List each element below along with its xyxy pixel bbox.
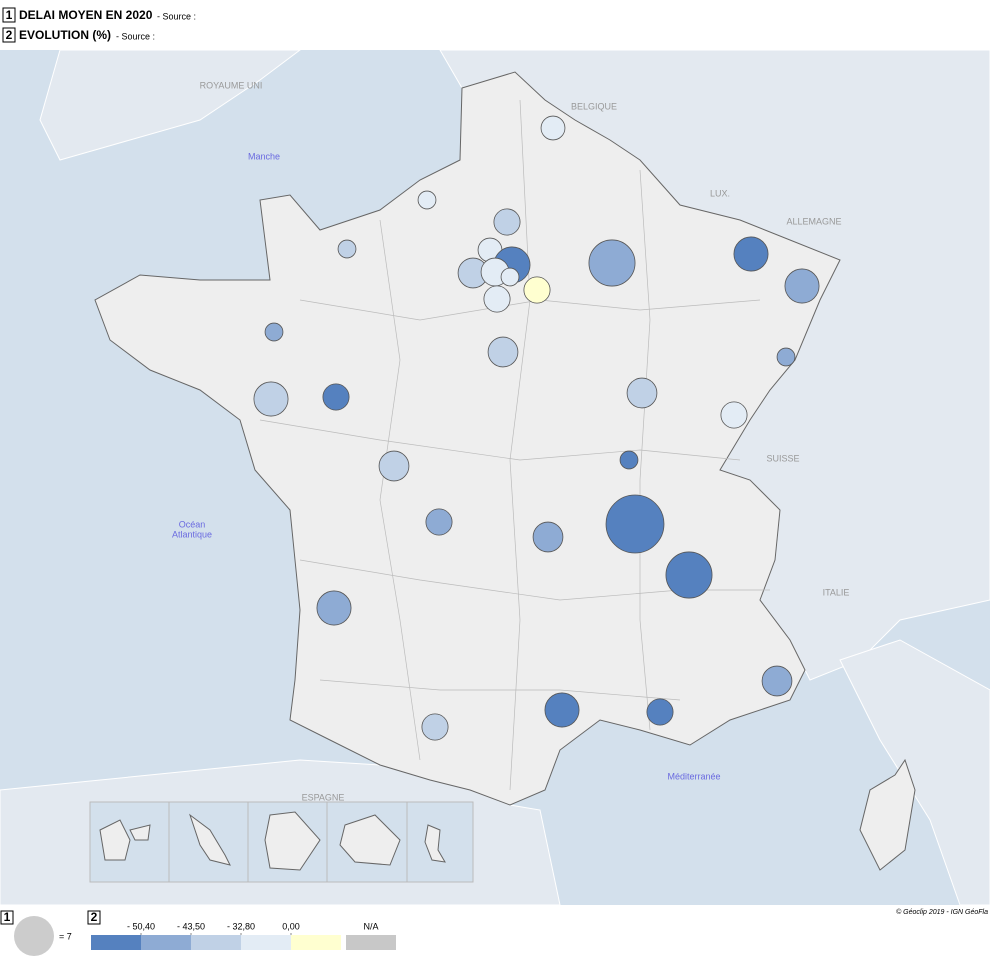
na-swatch bbox=[346, 935, 396, 950]
circle bbox=[500, 267, 520, 287]
country-label: ALLEMAGNE bbox=[786, 216, 841, 226]
number-box bbox=[2, 27, 16, 43]
number-box bbox=[87, 910, 101, 925]
header-number: 2 bbox=[6, 28, 13, 42]
na-label: N/A bbox=[363, 921, 378, 931]
legend-number: 2 bbox=[91, 910, 98, 924]
size-symbol bbox=[14, 916, 54, 956]
break-label: - 32,80 bbox=[227, 921, 255, 931]
united-kingdom bbox=[39, 49, 302, 161]
circle bbox=[523, 276, 551, 304]
france bbox=[94, 71, 841, 806]
country-label: ESPAGNE bbox=[302, 792, 345, 802]
corsica bbox=[859, 758, 916, 871]
color-swatch bbox=[291, 935, 341, 950]
guyane bbox=[264, 811, 321, 871]
circle bbox=[421, 713, 449, 741]
number-box bbox=[0, 910, 14, 925]
circle bbox=[605, 494, 665, 554]
circle bbox=[720, 401, 748, 429]
header-number: 1 bbox=[6, 8, 13, 22]
circle bbox=[337, 239, 357, 259]
break-label: 0,00 bbox=[282, 921, 300, 931]
color-swatch bbox=[141, 935, 191, 950]
legend: 1 = 7 2 N/A - 50,40 - 43,50 - 32,80 0,00 bbox=[0, 910, 396, 956]
circle bbox=[733, 236, 769, 272]
header-title: DELAI MOYEN EN 2020 bbox=[19, 8, 153, 22]
circle bbox=[316, 590, 352, 626]
insets bbox=[89, 801, 474, 883]
circle bbox=[619, 450, 639, 470]
guadeloupe bbox=[99, 819, 151, 861]
header-source: - Source : bbox=[116, 31, 155, 41]
circle bbox=[322, 383, 350, 411]
circle bbox=[253, 381, 289, 417]
circle bbox=[264, 322, 284, 342]
circle bbox=[588, 239, 636, 287]
color-swatch bbox=[241, 935, 291, 950]
header-source: - Source : bbox=[157, 11, 196, 21]
sea-label: Manche bbox=[248, 151, 280, 161]
inset bbox=[406, 801, 474, 883]
break-label: - 50,40 bbox=[127, 921, 155, 931]
circle bbox=[487, 336, 519, 368]
circle bbox=[483, 285, 511, 313]
circle bbox=[544, 692, 580, 728]
sea-label: Méditerranée bbox=[667, 771, 720, 781]
number-box bbox=[2, 7, 16, 23]
martinique bbox=[189, 813, 231, 866]
circle bbox=[626, 377, 658, 409]
circle bbox=[646, 698, 674, 726]
circle bbox=[417, 190, 437, 210]
credit: © Géoclip 2019 - IGN GéoFla bbox=[896, 908, 988, 916]
italy bbox=[839, 639, 990, 906]
circle bbox=[540, 115, 566, 141]
country-label: SUISSE bbox=[766, 453, 799, 463]
circle bbox=[378, 450, 410, 482]
circle bbox=[493, 208, 521, 236]
legend-number: 1 bbox=[4, 910, 11, 924]
sea-label: Océan bbox=[179, 519, 206, 529]
circle bbox=[532, 521, 564, 553]
circle bbox=[761, 665, 793, 697]
break-label: - 43,50 bbox=[177, 921, 205, 931]
circle bbox=[784, 268, 820, 304]
reunion bbox=[339, 814, 401, 866]
circle-layer bbox=[253, 115, 820, 741]
header-title: EVOLUTION (%) bbox=[19, 28, 111, 42]
circle bbox=[665, 551, 713, 599]
country-label: LUX. bbox=[710, 188, 730, 198]
map: ROYAUME UNI BELGIQUE LUX. ALLEMAGNE SUIS… bbox=[0, 49, 990, 906]
country-label: BELGIQUE bbox=[571, 101, 617, 111]
country-label: ITALIE bbox=[823, 587, 850, 597]
country-label: ROYAUME UNI bbox=[200, 80, 263, 90]
sea-label: Atlantique bbox=[172, 529, 212, 539]
size-label: = 7 bbox=[59, 931, 72, 941]
circle bbox=[776, 347, 796, 367]
color-swatch bbox=[91, 935, 141, 950]
color-swatch bbox=[191, 935, 241, 950]
mayotte bbox=[424, 824, 446, 863]
circle bbox=[425, 508, 453, 536]
